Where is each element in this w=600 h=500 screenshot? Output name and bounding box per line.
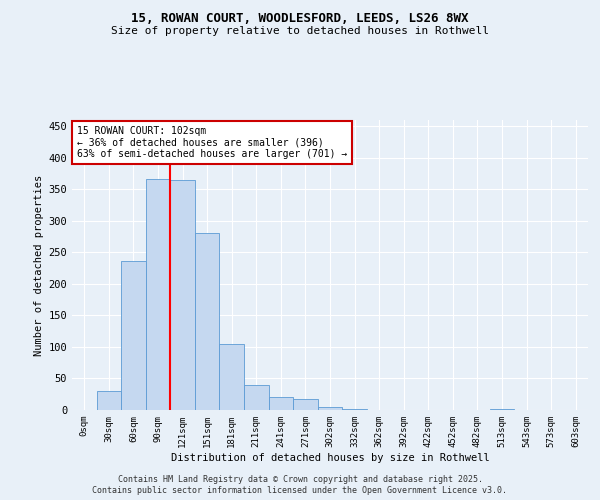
Text: 15, ROWAN COURT, WOODLESFORD, LEEDS, LS26 8WX: 15, ROWAN COURT, WOODLESFORD, LEEDS, LS2… xyxy=(131,12,469,26)
Text: Size of property relative to detached houses in Rothwell: Size of property relative to detached ho… xyxy=(111,26,489,36)
Bar xyxy=(293,400,318,410)
Y-axis label: Number of detached properties: Number of detached properties xyxy=(34,174,44,356)
X-axis label: Distribution of detached houses by size in Rothwell: Distribution of detached houses by size … xyxy=(170,452,490,462)
Bar xyxy=(269,398,293,410)
Bar xyxy=(342,408,367,410)
Text: Contains public sector information licensed under the Open Government Licence v3: Contains public sector information licen… xyxy=(92,486,508,495)
Bar xyxy=(121,260,146,410)
Text: Contains HM Land Registry data © Crown copyright and database right 2025.: Contains HM Land Registry data © Crown c… xyxy=(118,475,482,484)
Bar xyxy=(97,391,121,410)
Bar xyxy=(146,178,170,410)
Bar xyxy=(220,344,244,410)
Bar xyxy=(244,385,269,410)
Bar xyxy=(195,234,220,410)
Bar xyxy=(170,180,195,410)
Text: 15 ROWAN COURT: 102sqm
← 36% of detached houses are smaller (396)
63% of semi-de: 15 ROWAN COURT: 102sqm ← 36% of detached… xyxy=(77,126,347,159)
Bar xyxy=(318,407,342,410)
